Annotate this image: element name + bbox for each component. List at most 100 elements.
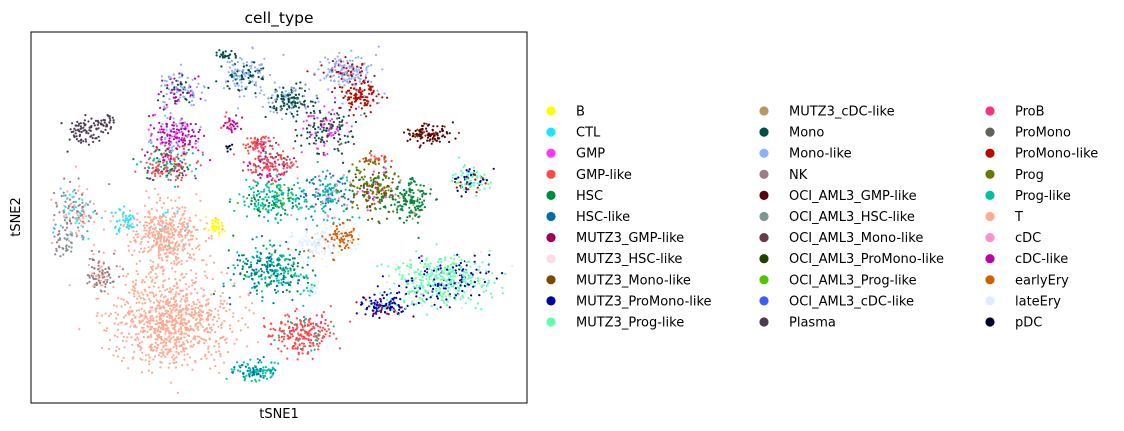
scatter-point (256, 259, 259, 262)
scatter-point (199, 319, 202, 322)
scatter-point (184, 234, 187, 237)
scatter-point (420, 255, 423, 258)
scatter-point (161, 141, 164, 144)
scatter-point (191, 234, 195, 238)
scatter-point (383, 205, 387, 208)
scatter-point (430, 269, 433, 272)
scatter-point (117, 355, 120, 358)
scatter-point (367, 218, 370, 222)
scatter-point (270, 179, 273, 182)
scatter-point (236, 75, 239, 78)
scatter-point (162, 108, 165, 111)
scatter-point (71, 122, 74, 125)
scatter-point (71, 209, 74, 212)
scatter-point (365, 192, 369, 195)
scatter-point (74, 192, 77, 195)
scatter-point (296, 290, 299, 293)
scatter-point (436, 307, 439, 310)
scatter-point (405, 307, 408, 310)
scatter-point (80, 131, 83, 134)
scatter-point (78, 197, 81, 200)
scatter-point (417, 236, 420, 239)
scatter-point (267, 196, 270, 199)
scatter-point (152, 217, 155, 221)
scatter-point (324, 188, 327, 191)
scatter-point (253, 196, 256, 199)
scatter-point (463, 276, 466, 279)
scatter-point (463, 188, 466, 191)
scatter-point (245, 64, 248, 67)
scatter-point (203, 329, 206, 332)
scatter-point (52, 226, 55, 229)
scatter-point (245, 61, 249, 64)
scatter-point (150, 221, 153, 224)
scatter-point (149, 266, 152, 269)
scatter-point (259, 86, 262, 89)
scatter-point (257, 198, 260, 202)
scatter-point (164, 136, 167, 139)
scatter-point (408, 269, 411, 272)
scatter-point (258, 172, 262, 175)
scatter-point (252, 191, 255, 194)
scatter-point (304, 192, 307, 195)
scatter-point (182, 223, 185, 226)
scatter-point (377, 101, 380, 104)
scatter-point (201, 153, 204, 156)
scatter-point (112, 119, 115, 122)
scatter-point (365, 66, 368, 69)
scatter-point (217, 313, 220, 316)
scatter-point (153, 223, 156, 226)
scatter-point (259, 252, 263, 255)
scatter-point (292, 147, 295, 150)
scatter-point (191, 135, 194, 138)
scatter-point (157, 193, 160, 196)
scatter-point (330, 75, 334, 78)
scatter-point (337, 80, 340, 83)
scatter-point (296, 282, 300, 285)
scatter-point (160, 242, 163, 245)
scatter-point (87, 263, 90, 267)
scatter-point (141, 319, 144, 322)
scatter-point (455, 182, 458, 185)
scatter-point (169, 168, 172, 171)
scatter-point (79, 141, 83, 144)
scatter-point (158, 163, 161, 166)
scatter-point (277, 194, 280, 197)
scatter-point (147, 128, 150, 131)
scatter-point (103, 290, 106, 293)
scatter-point (282, 167, 285, 170)
scatter-point (301, 266, 304, 269)
scatter-point (113, 249, 116, 252)
scatter-point (102, 124, 105, 127)
scatter-point (144, 235, 147, 238)
scatter-point (455, 262, 458, 265)
scatter-point (282, 104, 285, 107)
scatter-point (298, 100, 302, 104)
scatter-point (320, 250, 323, 253)
scatter-point (281, 290, 285, 294)
scatter-point (467, 285, 470, 288)
scatter-point (412, 281, 415, 284)
scatter-point (195, 237, 198, 240)
scatter-point (180, 176, 183, 179)
scatter-point (423, 206, 426, 209)
scatter-point (155, 161, 158, 164)
scatter-point (60, 194, 63, 198)
scatter-point (313, 136, 316, 139)
scatter-point (160, 249, 163, 252)
scatter-point (354, 99, 357, 102)
scatter-point (318, 193, 322, 196)
scatter-point (342, 210, 345, 213)
scatter-point (414, 208, 417, 211)
scatter-point (274, 156, 277, 159)
scatter-point (438, 130, 442, 133)
scatter-point (183, 247, 186, 250)
scatter-point (458, 255, 461, 258)
scatter-point (355, 168, 358, 172)
scatter-point (445, 284, 448, 287)
scatter-point (355, 74, 358, 77)
scatter-point (226, 351, 230, 354)
scatter-point (197, 130, 200, 134)
scatter-point (174, 244, 177, 247)
scatter-point (270, 274, 273, 277)
